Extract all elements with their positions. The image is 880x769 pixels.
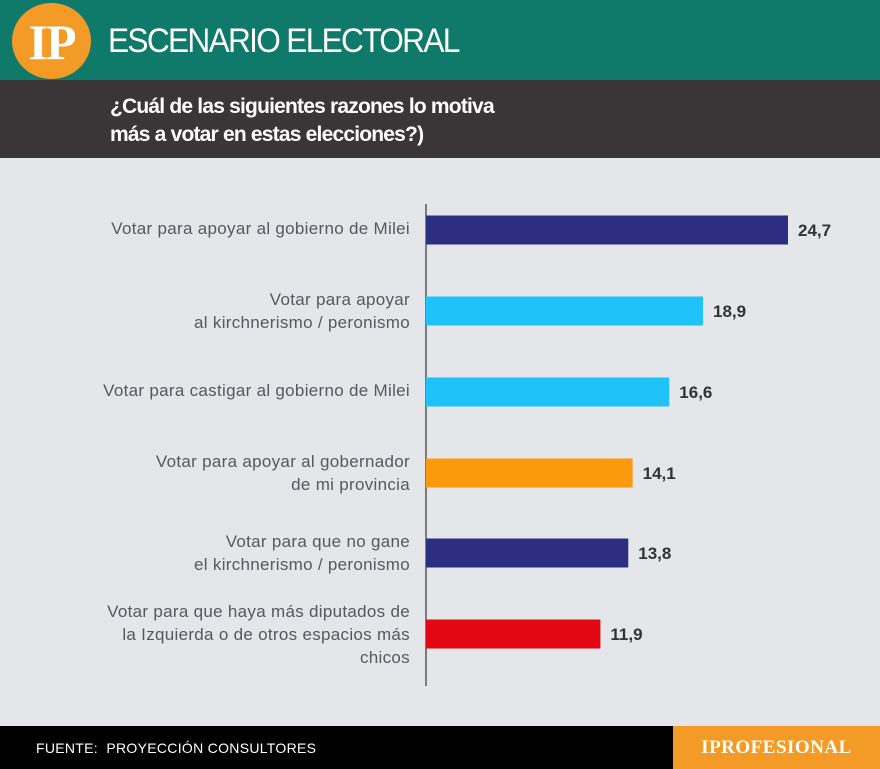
header-bar: IP ESCENARIO ELECTORAL <box>0 0 880 80</box>
value-label-1: 24,7 <box>798 221 831 240</box>
category-label-2: Votar para apoyar al kirchnerismo / peron… <box>194 288 410 334</box>
footer-bar: FUENTE: PROYECCIÓN CONSULTORES IPROFESIO… <box>0 726 880 769</box>
value-label-6: 11,9 <box>610 625 642 644</box>
category-label-line: Votar para castigar al gobierno de Milei <box>103 380 410 400</box>
category-label-line: Votar para que no gane <box>225 532 410 551</box>
category-label-line: Votar para apoyar al gobernador <box>155 452 410 471</box>
category-label-line: Votar para que haya más diputados de <box>107 601 410 621</box>
bar-2 <box>426 296 703 326</box>
chart-question: ¿Cuál de las siguientes razones lo motiv… <box>110 93 670 149</box>
ip-logo: IP <box>12 3 91 79</box>
subtitle-bar: ¿Cuál de las siguientes razones lo motiv… <box>0 80 880 158</box>
bar-5 <box>426 538 629 568</box>
category-label-6: Votar para que haya más diputados de la I… <box>107 600 410 669</box>
bar-1 <box>426 215 788 245</box>
question-line-1: ¿Cuál de las siguientes razones lo motiv… <box>110 95 495 118</box>
category-label-line: Votar para apoyar <box>269 290 410 309</box>
category-label-line: el kirchnerismo / peronismo <box>194 555 410 574</box>
category-label-line: chicos <box>360 647 410 667</box>
logo-text: IP <box>28 14 77 70</box>
bar-chart: 24,7 18,9 16,6 14,1 13,8 11,9 Votar para apoy… <box>0 158 880 726</box>
bar-4 <box>426 458 633 488</box>
bar-chart-svg: 24,7 18,9 16,6 14,1 13,8 11,9 <box>425 204 831 686</box>
category-label-line: Votar para apoyar al gobierno de Milei <box>111 218 410 238</box>
question-line-2: más a votar en estas elecciones?) <box>110 123 424 146</box>
value-label-5: 13,8 <box>638 544 671 563</box>
value-label-4: 14,1 <box>643 464 676 483</box>
category-label-5: Votar para que no gane el kirchnerismo / … <box>194 530 410 576</box>
category-label-1: Votar para apoyar al gobierno de Milei <box>111 217 410 240</box>
bar-6 <box>426 619 601 649</box>
category-label-line: de mi provincia <box>291 475 410 494</box>
page-title: ESCENARIO ELECTORAL <box>108 22 460 60</box>
value-label-3: 16,6 <box>679 383 712 402</box>
brand-logo: IPROFESIONAL <box>701 736 852 758</box>
source-text: FUENTE: PROYECCIÓN CONSULTORES <box>36 740 317 756</box>
bar-3 <box>426 377 670 407</box>
category-label-3: Votar para castigar al gobierno de Milei <box>103 379 410 402</box>
category-label-4: Votar para apoyar al gobernador de mi pro… <box>156 450 410 496</box>
category-label-line: la Izquierda o de otros espacios más <box>122 624 410 644</box>
brand-box: IPROFESIONAL <box>673 726 880 769</box>
category-label-line: al kirchnerismo / peronismo <box>194 313 410 332</box>
value-label-2: 18,9 <box>713 302 746 321</box>
